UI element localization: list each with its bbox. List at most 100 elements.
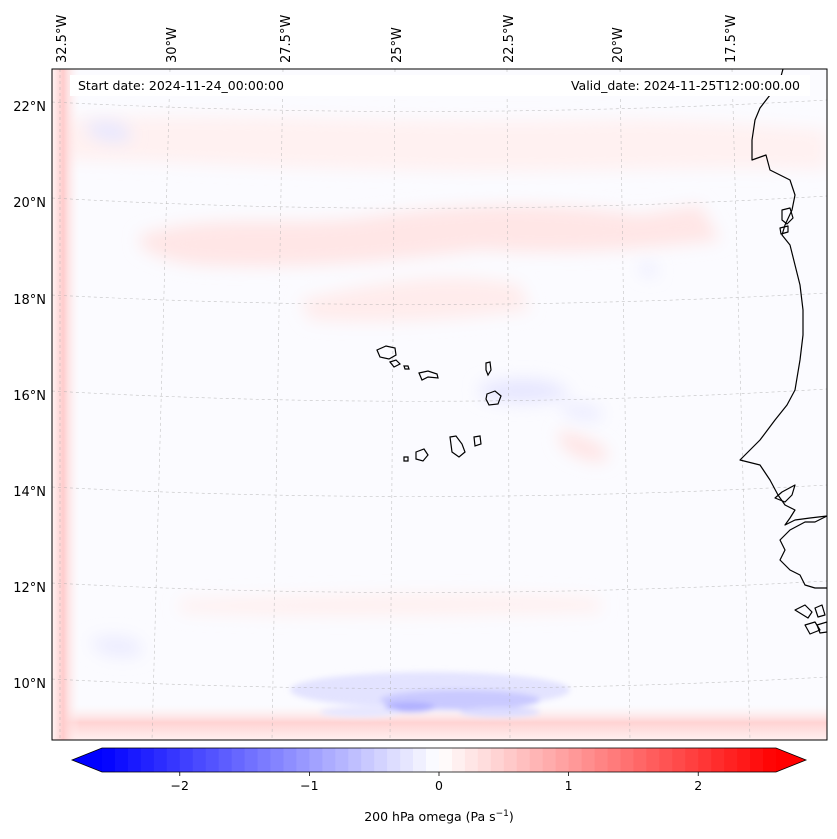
colorbar-bin (335, 748, 349, 772)
lat-label-16: 16°N (13, 389, 46, 404)
lon-label-25: 25°W (390, 27, 405, 63)
colorbar: −2 −1 0 1 2 200 hPa omega (Pa s−1) (70, 747, 808, 824)
colorbar-bin (581, 748, 596, 772)
start-date-label: Start date: 2024-11-24_00:00:00 (78, 78, 284, 93)
colorbar-bin (464, 748, 479, 772)
field-bottom-blue-cluster (290, 672, 570, 717)
colorbar-bin (205, 748, 220, 772)
colorbar-bin (296, 748, 310, 772)
lon-label-17-5: 17.5°W (724, 15, 739, 63)
island-boa-vista (485, 390, 502, 406)
coastline-mauritania-senegal (739, 69, 827, 526)
colorbar-bin (607, 748, 622, 772)
gridline-lat-12 (52, 580, 827, 593)
colorbar-bin (283, 748, 298, 772)
colorbar-bin (672, 748, 686, 772)
map-frame (51, 68, 828, 741)
lat-label-18: 18°N (13, 293, 46, 308)
colorbar-bin (542, 748, 557, 772)
colorbar-low-extension (72, 748, 102, 772)
colorbar-bin (192, 748, 207, 772)
colorbar-label: 200 hPa omega (Pa s−1) (364, 809, 514, 824)
colorbar-bin (102, 748, 116, 772)
field-negative-patches (85, 120, 657, 657)
island-brava (403, 456, 409, 462)
gridline-lat-20 (52, 195, 827, 209)
colorbar-tick-label: 2 (694, 778, 702, 793)
colorbar-bin (426, 748, 440, 772)
coastline-gambia-guinea-bissau (779, 515, 827, 589)
gridline-lon-22-5 (506, 69, 511, 740)
lat-label-10: 10°N (13, 677, 46, 692)
colorbar-bin (737, 748, 751, 772)
colorbar-tick-label: −2 (171, 778, 189, 793)
colorbar-bin (750, 748, 764, 772)
colorbar-bin (270, 748, 285, 772)
colorbar-label-superscript: −1 (496, 809, 509, 819)
colorbar-bin (659, 748, 673, 772)
colorbar-bin (114, 748, 129, 772)
omega-field: Start date: 2024-11-24_00:00:00 Valid_da… (52, 69, 827, 740)
colorbar-bin (451, 748, 466, 772)
gridlines (52, 69, 827, 740)
colorbar-label-main: 200 hPa omega (Pa s (364, 809, 495, 824)
coastline-banc-arguin (781, 207, 794, 225)
colorbar-bin (724, 748, 738, 772)
colorbar-bin (400, 748, 414, 772)
colorbar-tick-label: −1 (300, 778, 318, 793)
field-bottom-band (52, 705, 827, 740)
colorbar-label-close: ) (509, 809, 514, 824)
gridline-lat-16 (52, 388, 827, 402)
latitude-labels: 22°N 20°N 18°N 16°N 14°N 12°N 10°N (13, 100, 46, 692)
colorbar-bin (309, 748, 323, 772)
island-sao-vicente (388, 359, 402, 368)
gridline-lat-18 (52, 292, 827, 305)
colorbar-bin (413, 748, 427, 772)
colorbar-ticks: −2 −1 0 1 2 (171, 772, 702, 793)
coastline-bijagos-2 (814, 604, 826, 618)
coastline-cap-blanc (779, 225, 789, 235)
island-maio (473, 435, 482, 447)
colorbar-bin (646, 748, 660, 772)
colorbar-bin (140, 748, 155, 772)
colorbar-bin (322, 748, 336, 772)
field-background (52, 69, 827, 740)
gridline-lon-17-5 (731, 69, 751, 740)
colorbar-bin (503, 748, 518, 772)
gridline-lon-25 (389, 69, 396, 740)
lat-label-22: 22°N (13, 100, 46, 115)
valid-date-label: Valid_date: 2024-11-25T12:00:00.00 (571, 78, 800, 93)
colorbar-bin (529, 748, 544, 772)
lon-label-22-5: 22.5°W (502, 15, 517, 63)
island-fogo (415, 448, 429, 462)
lon-label-30: 30°W (165, 27, 180, 63)
coastline-bijagos-3 (804, 621, 821, 635)
lat-label-20: 20°N (13, 196, 46, 211)
island-santiago (449, 435, 466, 458)
island-santo-antao (376, 345, 397, 360)
gridline-lat-10 (52, 676, 827, 689)
colorbar-bins (102, 748, 777, 772)
coastline-bijagos-1 (794, 604, 813, 619)
colorbar-bin (711, 748, 725, 772)
colorbar-bin (127, 748, 142, 772)
label-band (70, 75, 810, 96)
colorbar-bin (231, 748, 246, 772)
cabo-verde-islands (376, 345, 502, 462)
island-sal (485, 361, 492, 377)
colorbar-bin (490, 748, 505, 772)
colorbar-bin (516, 748, 531, 772)
coastline-cap-vert (774, 484, 796, 503)
gridline-lon-20 (619, 69, 631, 740)
colorbar-bin (620, 748, 635, 772)
colorbar-bin (555, 748, 570, 772)
colorbar-tick-label: 0 (435, 778, 443, 793)
colorbar-bin (244, 748, 259, 772)
colorbar-high-extension (776, 748, 806, 772)
colorbar-bin (633, 748, 647, 772)
island-santa-luzia (403, 365, 410, 370)
colorbar-bin (698, 748, 712, 772)
colorbar-bin (361, 748, 375, 772)
